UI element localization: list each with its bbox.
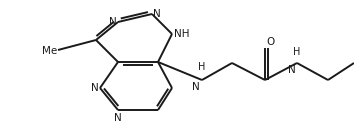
Text: N: N xyxy=(153,9,161,19)
Text: Me: Me xyxy=(42,46,57,56)
Text: N: N xyxy=(114,113,122,123)
Text: NH: NH xyxy=(174,29,189,39)
Text: O: O xyxy=(266,37,274,47)
Text: N: N xyxy=(192,82,200,92)
Text: H: H xyxy=(198,62,206,72)
Text: N: N xyxy=(288,65,296,75)
Text: H: H xyxy=(293,47,301,57)
Text: N: N xyxy=(109,17,117,27)
Text: N: N xyxy=(91,83,99,93)
